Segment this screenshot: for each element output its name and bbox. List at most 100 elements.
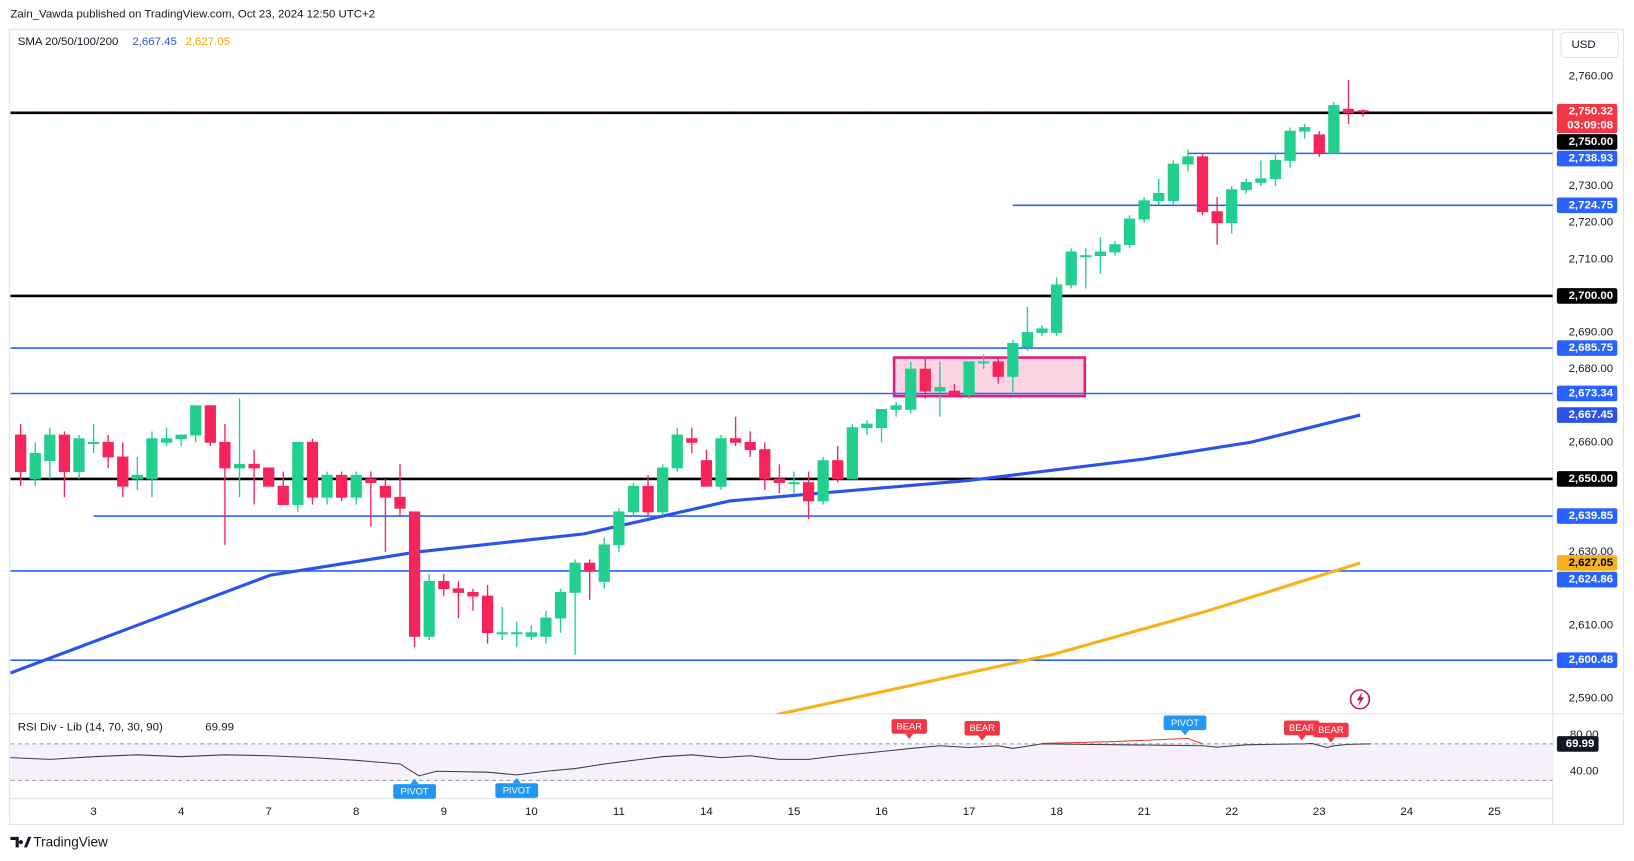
candle-body [481,595,494,634]
candle-body [87,441,100,444]
signal-label: BEAR [896,721,922,731]
price-label-text: 2,639.85 [1569,510,1614,522]
candle-body [160,438,173,443]
price-label: 2,685.75 [1556,340,1618,356]
y-tick-label: 2,680.00 [1569,363,1614,375]
candle-body [1357,110,1369,113]
price-label-text: 2,624.86 [1569,574,1614,586]
candle-body [1153,192,1165,202]
signal-box [891,719,927,734]
candle-body [423,581,435,637]
currency-label: USD [1571,39,1595,51]
candle-body [1036,328,1048,333]
x-tick-label: 8 [353,806,359,818]
signal-marker: BEAR [891,719,927,739]
y-tick-label: 40.00 [1570,765,1599,777]
price-label-text: 2,685.75 [1569,342,1614,354]
signal-label: PIVOT [503,786,531,796]
candle-body [1021,332,1034,348]
signal-marker: BEAR [1313,722,1349,743]
candle-body [1007,343,1019,377]
y-tick-label: 2,720.00 [1569,217,1614,229]
candle-body [248,463,260,469]
chart-frame [8,28,1625,825]
candle-body [948,390,961,396]
x-tick-label: 17 [963,806,976,818]
signal-pointer [905,733,914,739]
candle-body [1269,160,1282,180]
candle-body [277,485,289,505]
x-tick-label: 24 [1400,806,1413,818]
y-tick-label: 2,730.00 [1569,180,1614,192]
candle-body [1080,255,1092,258]
price-label-box [1556,407,1618,423]
candle-body [686,438,698,443]
candle-body [861,423,873,429]
candle-body [233,463,246,469]
candle-body [1284,130,1296,161]
candle-body [379,485,392,498]
candle-body [1328,105,1340,154]
candle-body [978,361,990,364]
signal-label: BEAR [1318,725,1344,735]
indicator-legend: SMA 20/50/100/200 [18,36,119,48]
x-tick-label: 4 [178,806,185,818]
signal-box [1163,715,1207,731]
price-label-box [1556,134,1618,150]
x-tick-label: 14 [700,806,713,818]
x-tick-label: 18 [1050,806,1063,818]
candle-body [584,562,596,571]
price-label: 2,627.05 [1556,555,1618,571]
candle-body [671,434,683,469]
candle-body [204,405,216,443]
sma-legend-value: 2,667.45 [132,36,177,48]
candle-body [846,427,858,480]
candle-body [1138,200,1150,220]
candle-body [1255,178,1267,183]
x-tick-label: 23 [1313,806,1326,818]
candle-body [365,478,377,484]
alert-icon[interactable] [1349,689,1371,710]
signal-marker: BEAR [1284,720,1320,741]
candle-body [263,467,275,487]
signal-label: BEAR [1289,723,1315,733]
candle-body [554,591,567,619]
price-pane [10,79,1553,714]
candle-body [73,438,85,473]
candle-body [759,449,771,480]
candle-body [1109,244,1121,253]
candle-body [1240,182,1252,191]
candle-body [58,434,71,473]
candle-body [1182,156,1194,165]
currency-button[interactable] [1560,31,1619,58]
candle-body [832,460,844,480]
price-label-text: 2,750.32 [1569,106,1614,118]
price-label-box [1556,471,1618,487]
candle-body [1196,156,1209,213]
x-tick-label: 25 [1488,806,1501,818]
signal-label: PIVOT [1171,718,1199,728]
sma-legend-value: 2,627.05 [185,36,230,48]
rsi-value-text: 69.99 [1566,738,1595,750]
rsi-line [10,742,1371,777]
candle-body [729,438,742,443]
candle-body [934,386,946,392]
rsi-pane [10,737,1553,781]
price-label-box [1556,197,1618,214]
price-label-text: 2,667.45 [1569,409,1614,421]
price-label: 2,700.00 [1556,288,1618,304]
price-label-text: 2,700.00 [1569,290,1614,302]
price-label-text: 2,627.05 [1569,557,1614,569]
signal-pointer [978,735,987,741]
price-label: 2,673.34 [1556,385,1618,402]
candle-body [715,438,727,487]
signal-pointer [1326,737,1336,743]
candle-body [44,434,56,462]
signal-box [1313,722,1349,738]
x-tick-label: 10 [525,806,538,818]
candle-body [773,478,786,484]
candle-body [131,474,143,480]
candle-body [1065,251,1077,286]
candle-body [29,452,41,480]
